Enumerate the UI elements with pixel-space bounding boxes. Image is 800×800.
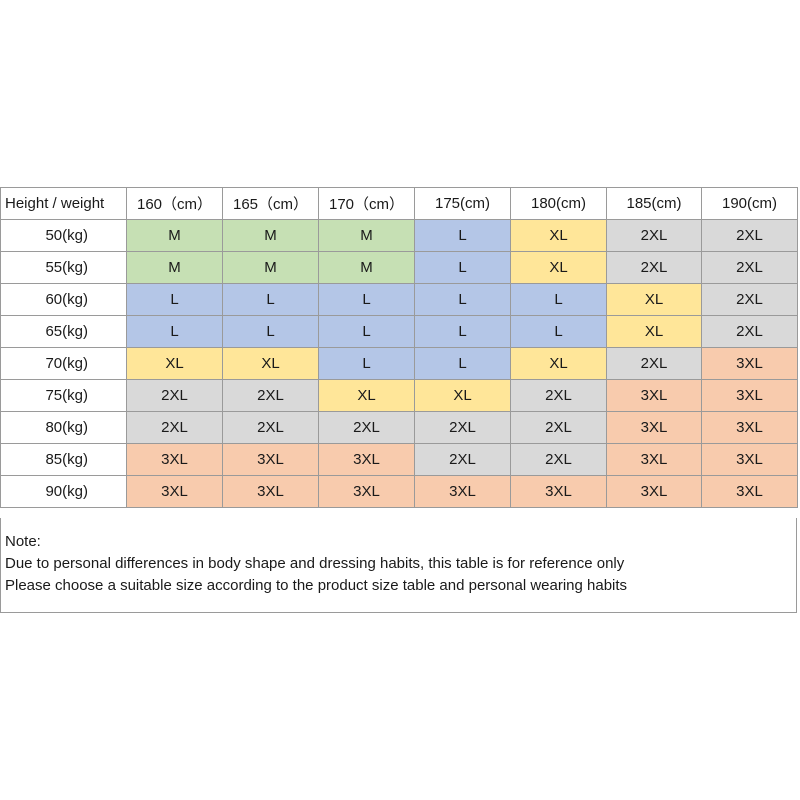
- size-cell: M: [126, 219, 223, 252]
- note-title: Note:: [5, 533, 41, 550]
- size-cell: XL: [414, 379, 511, 412]
- table-row: 50(kg) M M M L XL 2XL 2XL: [0, 219, 798, 252]
- column-header: 180(cm): [510, 187, 607, 220]
- size-cell: 3XL: [318, 443, 415, 476]
- size-cell: 2XL: [126, 411, 223, 444]
- size-cell: XL: [606, 283, 702, 316]
- size-cell: 3XL: [606, 411, 702, 444]
- size-cell: 2XL: [222, 411, 319, 444]
- size-cell: 2XL: [318, 411, 415, 444]
- size-cell: 3XL: [126, 475, 223, 508]
- size-cell: M: [222, 219, 319, 252]
- column-header: 190(cm): [701, 187, 798, 220]
- column-header: 185(cm): [606, 187, 702, 220]
- table-row: 85(kg) 3XL 3XL 3XL 2XL 2XL 3XL 3XL: [0, 443, 798, 476]
- row-label: 90(kg): [0, 475, 127, 508]
- size-cell: 2XL: [510, 411, 607, 444]
- size-cell: 2XL: [510, 443, 607, 476]
- size-cell: 2XL: [414, 411, 511, 444]
- size-cell: XL: [318, 379, 415, 412]
- row-label: 50(kg): [0, 219, 127, 252]
- table-row: 80(kg) 2XL 2XL 2XL 2XL 2XL 3XL 3XL: [0, 411, 798, 444]
- size-cell: L: [222, 315, 319, 348]
- size-cell: XL: [510, 251, 607, 284]
- table-row: 70(kg) XL XL L L XL 2XL 3XL: [0, 347, 798, 380]
- size-cell: L: [414, 315, 511, 348]
- size-cell: L: [510, 315, 607, 348]
- size-cell: XL: [222, 347, 319, 380]
- header-row: Height / weight 160（cm） 165（cm） 170（cm） …: [0, 187, 798, 220]
- size-cell: 3XL: [126, 443, 223, 476]
- size-cell: XL: [510, 347, 607, 380]
- size-cell: L: [222, 283, 319, 316]
- row-label: 70(kg): [0, 347, 127, 380]
- row-label: 80(kg): [0, 411, 127, 444]
- size-cell: L: [126, 283, 223, 316]
- size-cell: 2XL: [701, 315, 798, 348]
- size-cell: 2XL: [701, 283, 798, 316]
- row-label: 55(kg): [0, 251, 127, 284]
- size-cell: 3XL: [606, 443, 702, 476]
- size-cell: M: [126, 251, 223, 284]
- size-cell: 3XL: [606, 379, 702, 412]
- size-cell: L: [318, 315, 415, 348]
- row-label: 65(kg): [0, 315, 127, 348]
- size-cell: 2XL: [606, 219, 702, 252]
- size-cell: L: [414, 219, 511, 252]
- size-cell: M: [222, 251, 319, 284]
- note-line: Please choose a suitable size according …: [5, 577, 628, 594]
- size-cell: 2XL: [222, 379, 319, 412]
- size-cell: 3XL: [701, 443, 798, 476]
- table-row: 60(kg) L L L L L XL 2XL: [0, 283, 798, 316]
- size-cell: L: [318, 283, 415, 316]
- size-cell: L: [414, 251, 511, 284]
- size-table: Height / weight 160（cm） 165（cm） 170（cm） …: [0, 187, 798, 508]
- size-cell: 2XL: [701, 251, 798, 284]
- size-cell: 3XL: [701, 379, 798, 412]
- row-label: 85(kg): [0, 443, 127, 476]
- column-header: 160（cm）: [126, 187, 223, 220]
- table-row: 90(kg) 3XL 3XL 3XL 3XL 3XL 3XL 3XL: [0, 475, 798, 508]
- table-row: 75(kg) 2XL 2XL XL XL 2XL 3XL 3XL: [0, 379, 798, 412]
- column-header: 170（cm）: [318, 187, 415, 220]
- size-cell: 3XL: [318, 475, 415, 508]
- size-cell: 3XL: [606, 475, 702, 508]
- table-row: 65(kg) L L L L L XL 2XL: [0, 315, 798, 348]
- size-cell: 2XL: [701, 219, 798, 252]
- size-cell: M: [318, 219, 415, 252]
- size-cell: 2XL: [414, 443, 511, 476]
- size-cell: L: [126, 315, 223, 348]
- size-cell: 3XL: [701, 347, 798, 380]
- size-cell: 2XL: [510, 379, 607, 412]
- size-cell: L: [414, 347, 511, 380]
- size-cell: L: [414, 283, 511, 316]
- size-cell: XL: [606, 315, 702, 348]
- size-cell: 2XL: [126, 379, 223, 412]
- table-row: 55(kg) M M M L XL 2XL 2XL: [0, 251, 798, 284]
- note-box: Note: Due to personal differences in bod…: [0, 518, 797, 613]
- size-cell: 3XL: [701, 475, 798, 508]
- size-cell: 3XL: [222, 443, 319, 476]
- note-line: Due to personal differences in body shap…: [5, 555, 625, 572]
- row-label: 75(kg): [0, 379, 127, 412]
- size-cell: 3XL: [414, 475, 511, 508]
- column-header: 175(cm): [414, 187, 511, 220]
- size-cell: XL: [126, 347, 223, 380]
- size-cell: 2XL: [606, 251, 702, 284]
- size-cell: 2XL: [606, 347, 702, 380]
- size-cell: 3XL: [510, 475, 607, 508]
- size-cell: L: [510, 283, 607, 316]
- size-cell: M: [318, 251, 415, 284]
- size-cell: 3XL: [701, 411, 798, 444]
- column-header: 165（cm）: [222, 187, 319, 220]
- size-table-body: Height / weight 160（cm） 165（cm） 170（cm） …: [0, 187, 798, 508]
- size-cell: 3XL: [222, 475, 319, 508]
- size-cell: L: [318, 347, 415, 380]
- size-cell: XL: [510, 219, 607, 252]
- row-label: 60(kg): [0, 283, 127, 316]
- corner-header: Height / weight: [0, 187, 127, 220]
